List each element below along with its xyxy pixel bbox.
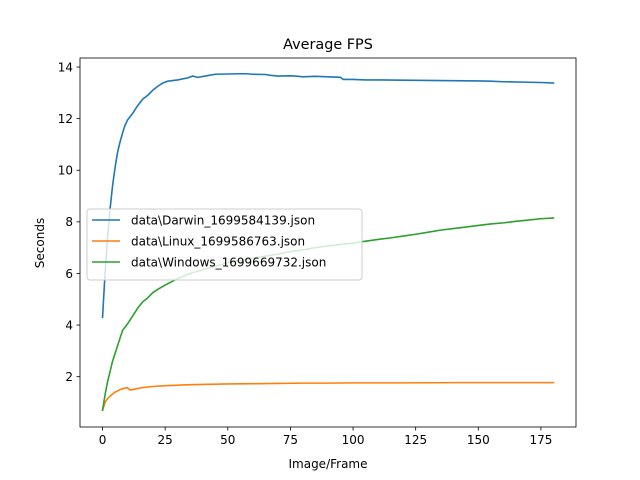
y-tick-label: 8 (65, 215, 73, 229)
x-axis-ticks: 0 25 50 75 100 125 150 175 (99, 427, 552, 447)
y-tick-label: 14 (58, 60, 73, 74)
x-tick-label: 25 (158, 433, 173, 447)
x-tick-label: 75 (283, 433, 298, 447)
y-tick-label: 2 (65, 370, 73, 384)
plot-frame (79, 57, 577, 428)
legend: data\Darwin_1699584139.json data\Linux_16… (86, 208, 363, 281)
legend-label: data\Linux_1699586763.json (131, 234, 305, 248)
y-tick-label: 4 (65, 318, 73, 332)
x-tick-label: 50 (220, 433, 235, 447)
legend-label: data\Windows_1699669732.json (131, 255, 326, 269)
y-axis-ticks: 2 4 6 8 10 12 14 (58, 60, 80, 384)
legend-label: data\Darwin_1699584139.json (131, 213, 315, 227)
y-tick-label: 10 (58, 164, 73, 178)
series-line-1 (101, 381, 555, 412)
x-tick-label: 0 (99, 433, 107, 447)
legend-frame (86, 208, 363, 281)
x-tick-label: 100 (342, 433, 365, 447)
chart-title: Average FPS (283, 37, 373, 53)
y-tick-label: 12 (58, 112, 73, 126)
x-axis-label: Image/Frame (288, 457, 367, 471)
series-line-0 (101, 72, 555, 319)
y-axis-label: Seconds (33, 218, 47, 268)
x-tick-label: 125 (404, 433, 427, 447)
x-tick-label: 150 (467, 433, 490, 447)
x-tick-label: 175 (529, 433, 552, 447)
y-tick-label: 6 (65, 267, 73, 281)
